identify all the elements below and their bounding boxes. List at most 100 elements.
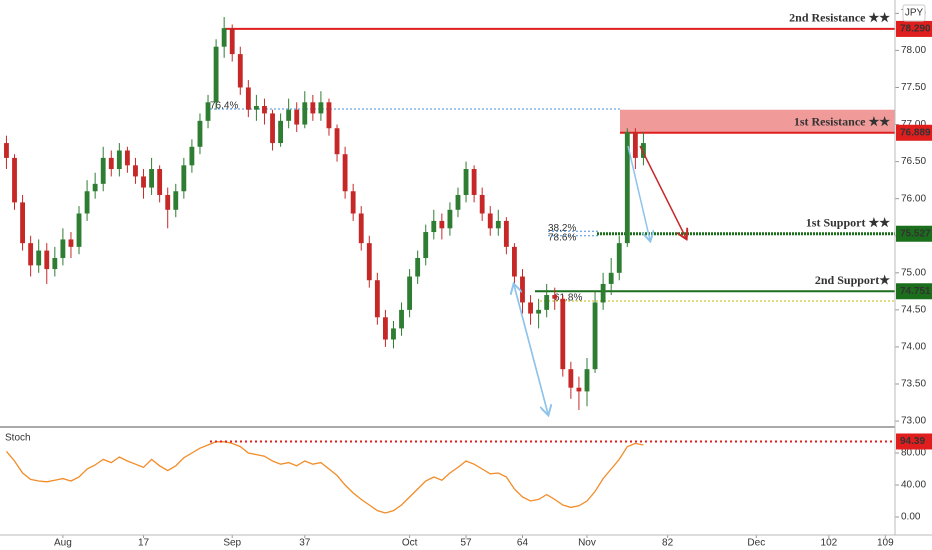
candle-body <box>28 243 34 266</box>
y-tick-label: 77.00 <box>901 119 926 130</box>
candle-body <box>229 28 235 55</box>
candle-body <box>20 202 25 244</box>
level-price-box <box>896 20 932 37</box>
projection-arrow <box>627 145 650 240</box>
candle-body <box>270 113 275 144</box>
x-tick-label: Oct <box>402 538 418 549</box>
x-tick-label: Nov <box>578 538 596 549</box>
y2-tick-label: 0.00 <box>901 512 921 523</box>
candle-body <box>165 194 171 210</box>
candle-body <box>592 302 598 370</box>
fib-label: 38.2% <box>548 223 576 234</box>
candle-body <box>262 106 267 114</box>
candle-body <box>189 146 195 166</box>
candle-body <box>92 183 98 192</box>
candle-body <box>641 143 646 158</box>
resistance-zone <box>620 109 895 133</box>
y2-tick-label: 40.00 <box>901 480 926 491</box>
candle-body <box>399 309 404 329</box>
stoch-level-label: 94.39 <box>900 436 925 447</box>
projection-arrow <box>639 145 686 238</box>
x-tick-label: 109 <box>877 538 894 549</box>
candle-body <box>423 232 429 258</box>
level-price-box <box>896 283 932 300</box>
candle-body <box>584 369 590 392</box>
x-tick-label: Sep <box>223 538 241 549</box>
y2-tick-label: 80.00 <box>901 448 926 459</box>
candle-body <box>108 157 114 170</box>
level-name: 2nd Resistance ★★ <box>789 11 890 25</box>
level-price-box <box>896 225 932 242</box>
candle-body <box>245 87 251 110</box>
candle-body <box>382 317 388 340</box>
fib-label: 76.4% <box>210 101 238 112</box>
x-tick-label: 57 <box>460 538 472 549</box>
level-price-box <box>896 124 932 141</box>
candle-body <box>536 309 542 314</box>
candle-body <box>439 220 445 229</box>
candle-body <box>149 169 155 188</box>
candle-body <box>124 150 130 166</box>
y-tick-label: 75.00 <box>901 267 926 278</box>
level-price: 76.889 <box>900 127 931 138</box>
candle-body <box>576 387 582 392</box>
candle-body <box>84 191 90 214</box>
candle-body <box>52 257 58 270</box>
y-tick-label: 78.00 <box>901 45 926 56</box>
candle-body <box>253 106 259 110</box>
candle-body <box>415 257 421 277</box>
level-name: 2nd Support★ <box>815 273 890 287</box>
candle-body <box>374 280 380 318</box>
candle-body <box>407 276 413 310</box>
candle-body <box>100 157 106 184</box>
candle-body <box>36 250 42 266</box>
level-price: 74.751 <box>900 286 931 297</box>
fib-label: 78.6% <box>548 232 576 243</box>
candle-body <box>431 220 437 233</box>
y-tick-label: 76.00 <box>901 193 926 204</box>
candle-body <box>600 283 606 303</box>
candle-body <box>560 298 566 370</box>
candle-body <box>471 169 477 195</box>
candle-body <box>447 209 453 229</box>
candle-body <box>286 109 292 121</box>
x-tick-label: Aug <box>54 538 72 549</box>
currency-badge <box>902 4 926 22</box>
candle-body <box>237 54 243 88</box>
candle-body <box>302 102 308 125</box>
candle-body <box>326 102 332 129</box>
level-name: 1st Resistance ★★ <box>794 115 890 129</box>
candle-body <box>358 213 364 244</box>
candle-body <box>455 194 461 210</box>
x-tick-label: 64 <box>517 538 529 549</box>
candle-body <box>318 102 324 114</box>
candle-body <box>512 246 517 277</box>
x-tick-label: 37 <box>299 538 311 549</box>
candle-body <box>197 120 203 147</box>
candle-body <box>528 302 533 314</box>
candle-body <box>294 109 300 125</box>
x-tick-label: 82 <box>662 538 674 549</box>
candle-body <box>310 102 316 114</box>
candle-body <box>157 169 163 195</box>
candle-body <box>391 328 396 340</box>
candle-body <box>479 194 485 214</box>
candle-body <box>181 165 187 192</box>
candle-body <box>221 28 227 47</box>
fib-label: 61.8% <box>554 293 582 304</box>
swing-arrow <box>513 284 548 414</box>
candle-body <box>76 213 82 247</box>
candle-body <box>616 243 622 273</box>
candle-body <box>141 176 146 188</box>
candle-body <box>624 131 630 244</box>
candle-body <box>4 143 9 158</box>
candle-body <box>350 191 356 214</box>
candle-body <box>12 157 17 203</box>
level-name: 1st Support ★★ <box>806 215 890 229</box>
candle-body <box>44 250 50 270</box>
candle-body <box>116 150 122 170</box>
candle-body <box>463 169 469 195</box>
candle-body <box>495 220 501 229</box>
